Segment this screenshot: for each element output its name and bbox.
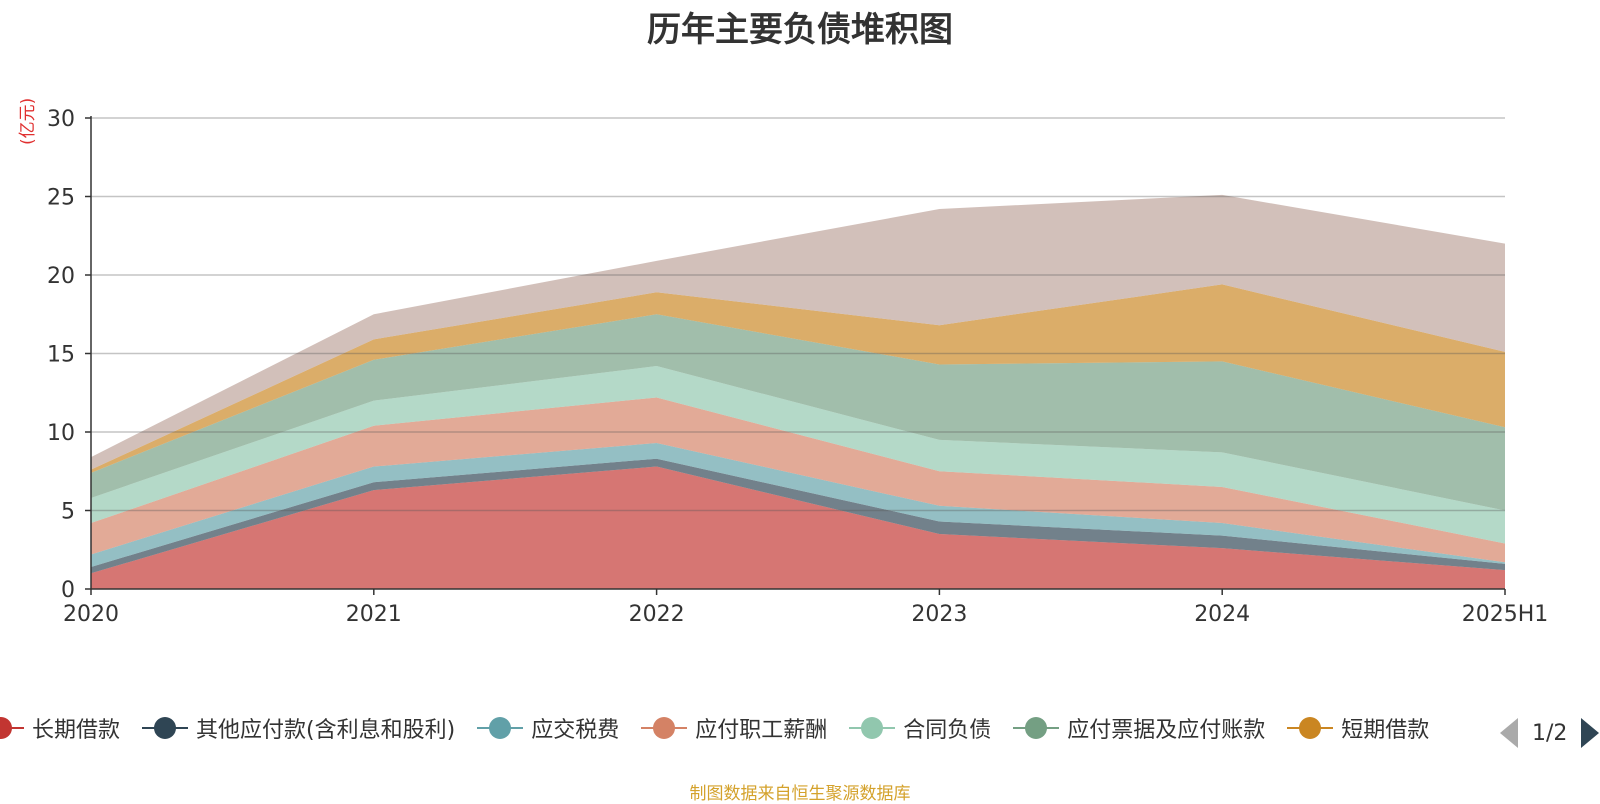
area-series-7 [91,194,1505,470]
x-tick-label: 2022 [629,602,685,627]
y-tick-label: 15 [47,343,75,368]
legend-item[interactable]: 应付票据及应付账款 [1013,712,1265,744]
legend-label: 应付票据及应付账款 [1067,718,1266,743]
x-tick-label: 2023 [911,602,967,627]
legend-label: 应交税费 [531,718,620,743]
area-series-2 [91,442,1505,568]
legend-item[interactable]: 应交税费 [477,712,619,744]
legend-label: 合同负债 [903,718,992,743]
legend-swatch-icon [849,716,896,740]
area-series-5 [91,314,1505,511]
x-tick-label: 2024 [1194,602,1250,627]
y-tick-label: 30 [47,107,75,132]
source-note: 制图数据来自恒生聚源数据库 [689,784,911,804]
legend-label: 长期借款 [32,718,121,743]
x-tick-label: 2025H1 [1462,602,1549,627]
legend-swatch-icon [641,716,688,740]
legend-swatch-icon [477,716,524,740]
legend-label: 其他应付款(含利息和股利) [196,718,456,743]
legend-swatch-icon [1013,716,1060,740]
legend-swatch-icon [0,716,24,740]
legend-prev-page-icon[interactable] [1500,718,1518,748]
area-series-3 [91,397,1505,563]
legend-item[interactable]: 其他应付款(含利息和股利) [142,712,455,744]
legend-label: 应付职工薪酬 [695,718,828,743]
legend-item[interactable]: 长期借款 [0,712,120,744]
area-series-4 [91,366,1505,544]
legend-swatch-icon [1287,716,1334,740]
chart-plot: 0 5 10 15 20 25 30 2020 2021 2022 2023 2024 2025H1 [47,107,1549,627]
chart-legend: 长期借款 其他应付款(含利息和股利) 应交税费 应付职工薪酬 合同负债 应付票据及应付账款… [0,712,1488,752]
legend-pager: 1/2 [1500,716,1600,750]
legend-next-page-icon[interactable] [1581,718,1600,748]
chart-title: 历年主要负债堆积图 [647,10,953,50]
legend-item[interactable]: 应付职工薪酬 [641,712,827,744]
y-tick-label: 10 [47,421,75,446]
legend-item[interactable]: 短期借款 [1287,712,1429,744]
area-series-1 [91,458,1505,574]
legend-item[interactable]: 合同负债 [849,712,991,744]
x-tick-label: 2020 [63,602,119,627]
legend-page-indicator: 1/2 [1532,720,1568,746]
legend-swatch-icon [142,716,189,740]
y-tick-label: 5 [61,500,75,525]
area-series-0 [91,466,1505,589]
legend-label: 短期借款 [1341,718,1430,743]
area-series-6 [91,284,1505,473]
y-tick-label: 25 [47,186,75,211]
x-tick-label: 2021 [346,602,402,627]
y-tick-label: 20 [47,264,75,289]
y-tick-label: 0 [61,578,75,603]
